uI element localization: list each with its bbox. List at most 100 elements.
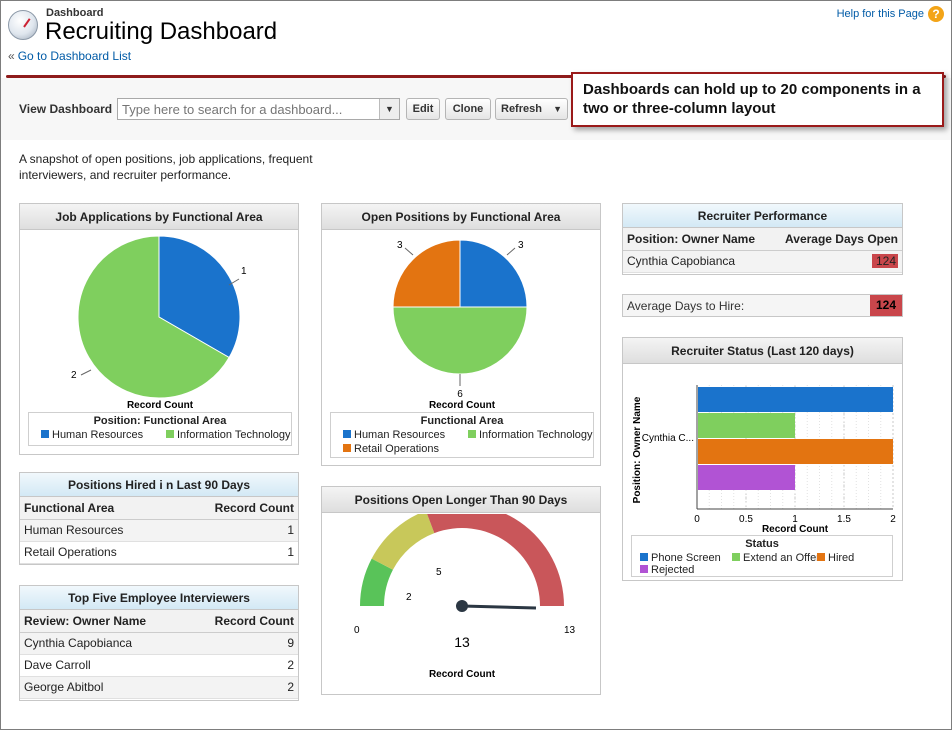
callout-annotation: Dashboards can hold up to 20 components … (571, 72, 944, 127)
column-header[interactable]: Review: Owner Name (20, 610, 187, 633)
table-header-row: Functional Area Record Count (20, 497, 298, 520)
recruiter-status-chart: 0 0.5 1 1.5 2 Cynthia C... Position: Owner N… (632, 385, 896, 535)
column-header[interactable]: Position: Owner Name (623, 228, 771, 251)
back-to-list-link[interactable]: «Go to Dashboard List (8, 49, 131, 63)
help-link[interactable]: Help for this Page (836, 8, 924, 20)
y-axis-label: Position: Owner Name (632, 396, 643, 503)
table-cell: 1 (173, 541, 298, 564)
legend-title: Functional Area (420, 415, 504, 427)
legend-item: Extend an Offer (732, 552, 820, 564)
table-cell: Retail Operations (20, 541, 174, 564)
legend-item: Information Technology (166, 429, 291, 441)
legend-item: Information Technology (468, 429, 593, 441)
bar-hired[interactable] (698, 439, 893, 464)
help-icon[interactable]: ? (928, 6, 944, 22)
recruiter-performance-table: Position: Owner Name Average Days Open C… (623, 228, 902, 273)
back-link-label: Go to Dashboard List (17, 49, 132, 63)
table-row: Dave Carroll 2 (20, 654, 298, 677)
gauge-tick-label: 5 (436, 567, 442, 578)
legend-item: Human Resources (41, 429, 143, 441)
panel-title: Job Applications by Functional Area (20, 204, 298, 230)
slice-label: 1 (241, 266, 247, 277)
dashboard-icon (8, 10, 38, 40)
table-cell: Dave Carroll (20, 654, 187, 677)
gauge-tick-label: 2 (406, 592, 412, 603)
table-row: Cynthia Capobianca 9 (20, 632, 298, 655)
table-cell: 2 (186, 654, 298, 677)
panel-title: Recruiter Performance (623, 204, 902, 228)
page-title: Recruiting Dashboard (45, 18, 278, 45)
pie-slice-retail-operations[interactable] (392, 239, 461, 308)
positions-open-long-panel: Positions Open Longer Than 90 Days 0 2 5… (321, 486, 601, 695)
slice-leader-line (228, 278, 240, 286)
clone-button[interactable]: Clone (445, 98, 491, 120)
pie-slice-human-resources[interactable] (158, 235, 241, 359)
bar-phone-screen[interactable] (698, 387, 893, 412)
pie-slice-information-technology[interactable] (392, 306, 528, 375)
gauge-band-low (360, 558, 393, 606)
gauge-tick-label: 13 (564, 625, 576, 636)
slice-label: 3 (397, 240, 403, 251)
legend-item: Phone Screen (640, 552, 721, 564)
legend-title: Position: Functional Area (93, 415, 227, 427)
value-highlight: 124 (872, 254, 898, 268)
recruiter-performance-panel: Recruiter Performance Position: Owner Na… (622, 203, 903, 275)
table-cell: 124 (770, 250, 902, 273)
bar-rejected[interactable] (698, 465, 795, 490)
chevron-down-icon: ▼ (553, 104, 562, 114)
table-cell: Cynthia Capobianca (20, 632, 187, 655)
pie-slice-information-technology[interactable] (77, 235, 230, 399)
panel-title: Top Five Employee Interviewers (20, 586, 298, 610)
axis-label: Record Count (127, 400, 194, 411)
table-cell: Human Resources (20, 519, 174, 542)
edit-button[interactable]: Edit (406, 98, 440, 120)
panel-title: Recruiter Status (Last 120 days) (623, 338, 902, 364)
panel-title: Positions Hired i n Last 90 Days (20, 473, 298, 497)
table-header-row: Position: Owner Name Average Days Open (623, 228, 902, 251)
legend-item: Human Resources (343, 429, 445, 441)
gauge-chart: 0 2 5 13 13 Record Count (354, 514, 576, 680)
slice-leader-line (506, 247, 516, 256)
column-header[interactable]: Functional Area (20, 497, 174, 520)
slice-leader-line (80, 369, 92, 376)
pie-slice-human-resources[interactable] (459, 239, 528, 308)
panel-title: Open Positions by Functional Area (322, 204, 600, 230)
legend-title: Status (745, 538, 779, 550)
table-row: George Abitbol 2 (20, 676, 298, 699)
job-applications-panel: Job Applications by Functional Area 1 2 … (19, 203, 299, 455)
x-tick-label: 0 (694, 514, 700, 525)
axis-label: Record Count (429, 669, 496, 680)
table-cell: 2 (186, 676, 298, 699)
job-applications-chart: 1 2 Record Count (71, 235, 247, 411)
table-row: Retail Operations 1 (20, 541, 298, 564)
refresh-button[interactable]: Refresh ▼ (495, 98, 568, 120)
column-header[interactable]: Record Count (173, 497, 298, 520)
average-days-metric: Average Days to Hire: 124 (622, 294, 903, 317)
axis-label: Record Count (429, 400, 496, 411)
slice-leader-line (404, 247, 414, 256)
x-axis-label: Record Count (762, 524, 829, 535)
gauge-value: 13 (454, 634, 470, 650)
dropdown-arrow-icon[interactable]: ▼ (379, 99, 399, 119)
section-label: Dashboard (46, 7, 104, 19)
x-tick-label: 1 (792, 514, 798, 525)
gauge-band-high (427, 514, 564, 606)
dashboard-search[interactable]: ▼ (117, 98, 400, 120)
table-row: Human Resources 1 (20, 519, 298, 542)
table-cell: 9 (186, 632, 298, 655)
legend-item: Retail Operations (343, 443, 439, 455)
legend-item: Rejected (640, 564, 694, 576)
gauge-hub (456, 600, 468, 612)
bar-extend-an-offer[interactable] (698, 413, 795, 438)
table-cell: George Abitbol (20, 676, 187, 699)
column-header[interactable]: Record Count (186, 610, 298, 633)
view-dashboard-label: View Dashboard (19, 102, 113, 116)
table-cell: 1 (173, 519, 298, 542)
x-tick-label: 2 (890, 514, 896, 525)
metric-value: 124 (870, 295, 902, 316)
column-header[interactable]: Average Days Open (770, 228, 902, 251)
dashboard-search-input[interactable] (118, 99, 378, 119)
recruiter-status-panel: Recruiter Status (Last 120 days) 0 0.5 1 1.… (622, 337, 903, 581)
open-positions-chart: 3 6 3 Record Count (392, 239, 528, 411)
positions-hired-table: Functional Area Record Count Human Resou… (20, 497, 298, 564)
